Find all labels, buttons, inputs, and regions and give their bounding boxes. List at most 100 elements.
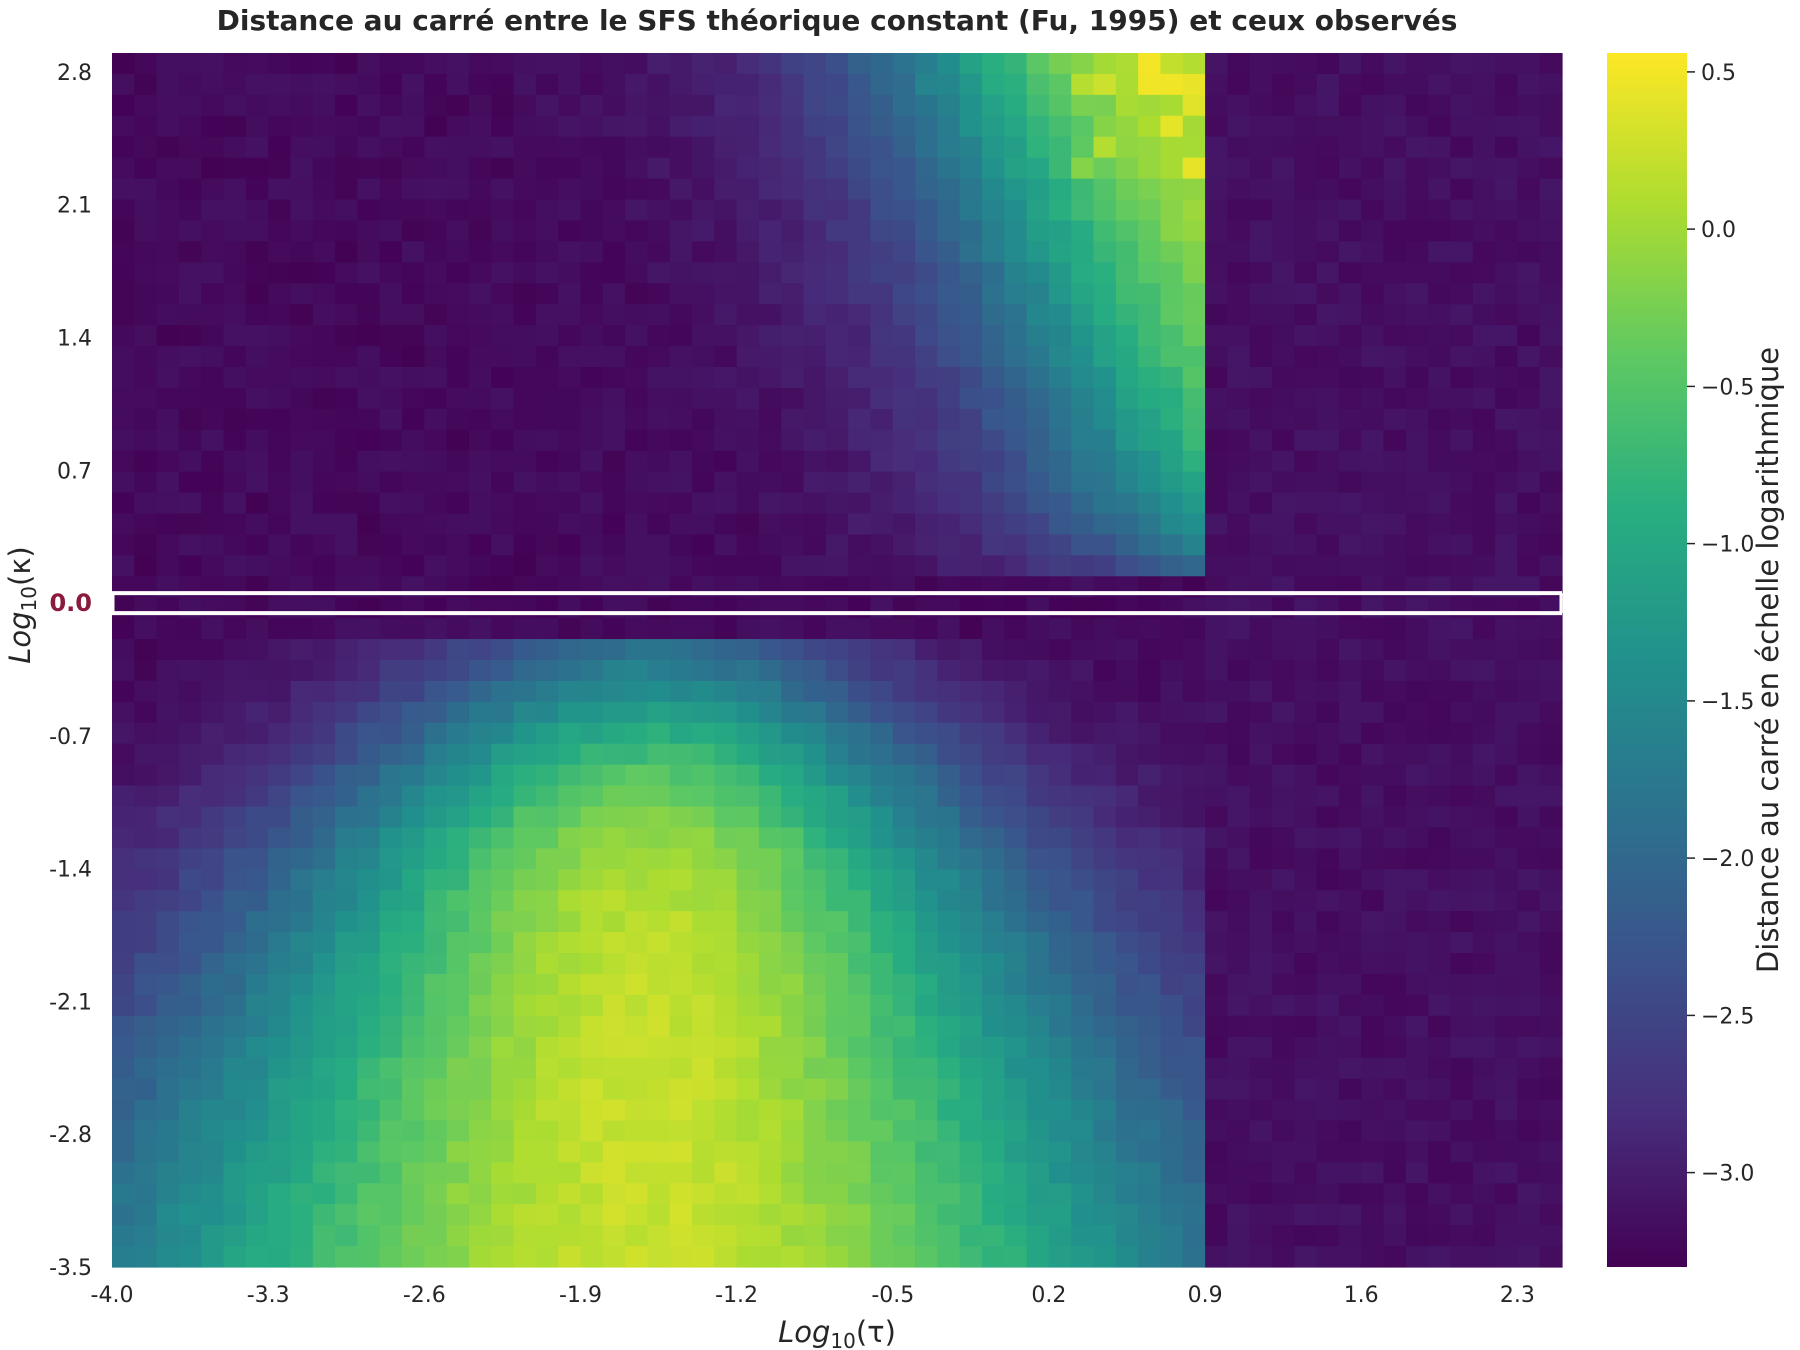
heatmap-cell — [937, 178, 961, 201]
heatmap-cell — [290, 262, 314, 284]
heatmap-cell — [379, 283, 403, 305]
heatmap-cell — [1517, 1246, 1541, 1268]
heatmap-cell — [602, 869, 626, 891]
heatmap-cell — [669, 1246, 693, 1268]
heatmap-cell — [1272, 220, 1295, 242]
heatmap-cell — [1026, 890, 1050, 912]
heatmap-cell — [112, 346, 135, 368]
heatmap-cell — [112, 764, 135, 787]
heatmap-cell — [223, 973, 247, 996]
heatmap-cell — [892, 911, 916, 933]
heatmap-cell — [1472, 157, 1496, 180]
heatmap-cell — [402, 73, 425, 96]
heatmap-cell — [1048, 639, 1072, 661]
heatmap-cell — [513, 555, 537, 577]
heatmap-cell — [1138, 764, 1162, 787]
heatmap-cell — [1026, 73, 1050, 96]
heatmap-cell — [870, 785, 894, 808]
heatmap-cell — [1026, 53, 1050, 75]
heatmap-cell — [1472, 471, 1496, 494]
heatmap-cell — [870, 806, 894, 829]
heatmap-cell — [424, 785, 448, 808]
heatmap-cell — [513, 220, 537, 242]
heatmap-cell — [1539, 848, 1563, 870]
heatmap-cell — [1205, 1015, 1228, 1038]
heatmap-cell — [201, 450, 225, 473]
heatmap-cell — [1517, 346, 1541, 368]
heatmap-cell — [446, 178, 470, 201]
heatmap-cell — [178, 1225, 202, 1247]
heatmap-cell — [982, 199, 1005, 222]
heatmap-cell — [1071, 827, 1095, 849]
heatmap-cell — [223, 1204, 247, 1226]
heatmap-cell — [1071, 911, 1095, 933]
heatmap-cell — [1539, 1246, 1563, 1268]
heatmap-cell — [1539, 387, 1563, 410]
heatmap-cell — [223, 555, 247, 577]
heatmap-cell — [245, 764, 269, 787]
heatmap-cell — [178, 450, 202, 473]
heatmap-cell — [669, 1099, 693, 1122]
heatmap-cell — [669, 555, 693, 577]
heatmap-cell — [112, 1183, 135, 1205]
heatmap-cell — [870, 827, 894, 849]
heatmap-cell — [714, 1120, 738, 1143]
heatmap-cell — [714, 366, 738, 389]
heatmap-cell — [1182, 387, 1206, 410]
heatmap-cell — [245, 701, 269, 724]
heatmap-cell — [558, 1162, 582, 1184]
heatmap-cell — [513, 1162, 537, 1184]
heatmap-cell — [1249, 1183, 1273, 1205]
heatmap-cell — [112, 513, 135, 536]
heatmap-cell — [781, 283, 805, 305]
heatmap-cell — [112, 492, 135, 515]
heatmap-cell — [1048, 869, 1072, 891]
heatmap-cell — [201, 241, 225, 263]
heatmap-cell — [669, 701, 693, 724]
heatmap-cell — [1272, 1225, 1295, 1247]
heatmap-cell — [513, 911, 537, 933]
heatmap-cell — [1138, 911, 1162, 933]
heatmap-cell — [1383, 1015, 1407, 1038]
heatmap-cell — [1138, 932, 1162, 954]
heatmap-cell — [1026, 429, 1050, 452]
heatmap-cell — [312, 471, 336, 494]
heatmap-cell — [692, 408, 715, 431]
heatmap-cell — [915, 178, 938, 201]
heatmap-cell — [290, 429, 314, 452]
heatmap-cell — [335, 722, 358, 745]
heatmap-cell — [1026, 241, 1050, 263]
heatmap-cell — [1205, 660, 1228, 682]
heatmap-cell — [1450, 1036, 1474, 1059]
heatmap-cell — [1405, 450, 1429, 473]
heatmap-cell — [692, 366, 715, 389]
heatmap-cell — [937, 806, 961, 829]
heatmap-cell — [848, 366, 872, 389]
heatmap-cell — [357, 639, 381, 661]
heatmap-cell — [134, 387, 158, 410]
heatmap-cell — [1405, 325, 1429, 347]
heatmap-cell — [1539, 1183, 1563, 1205]
heatmap-cell — [669, 1183, 693, 1205]
heatmap-cell — [1205, 262, 1228, 284]
heatmap-cell — [647, 1141, 671, 1163]
heatmap-cell — [1316, 94, 1340, 117]
heatmap-cell — [1517, 618, 1541, 640]
heatmap-cell — [245, 932, 269, 954]
heatmap-cell — [1517, 178, 1541, 201]
heatmap-cell — [1539, 827, 1563, 849]
heatmap-cell — [1182, 513, 1206, 536]
heatmap-cell — [134, 346, 158, 368]
heatmap-cell — [1115, 660, 1139, 682]
heatmap-cell — [1205, 597, 1228, 619]
heatmap-cell — [892, 660, 916, 682]
heatmap-cell — [156, 366, 180, 389]
heatmap-cell — [1472, 136, 1496, 159]
heatmap-cell — [335, 262, 358, 284]
heatmap-cell — [468, 848, 492, 870]
heatmap-cell — [1026, 325, 1050, 347]
heatmap-cell — [848, 597, 872, 619]
heatmap-cell — [1316, 471, 1340, 494]
heatmap-cell — [245, 429, 269, 452]
heatmap-cell — [714, 827, 738, 849]
